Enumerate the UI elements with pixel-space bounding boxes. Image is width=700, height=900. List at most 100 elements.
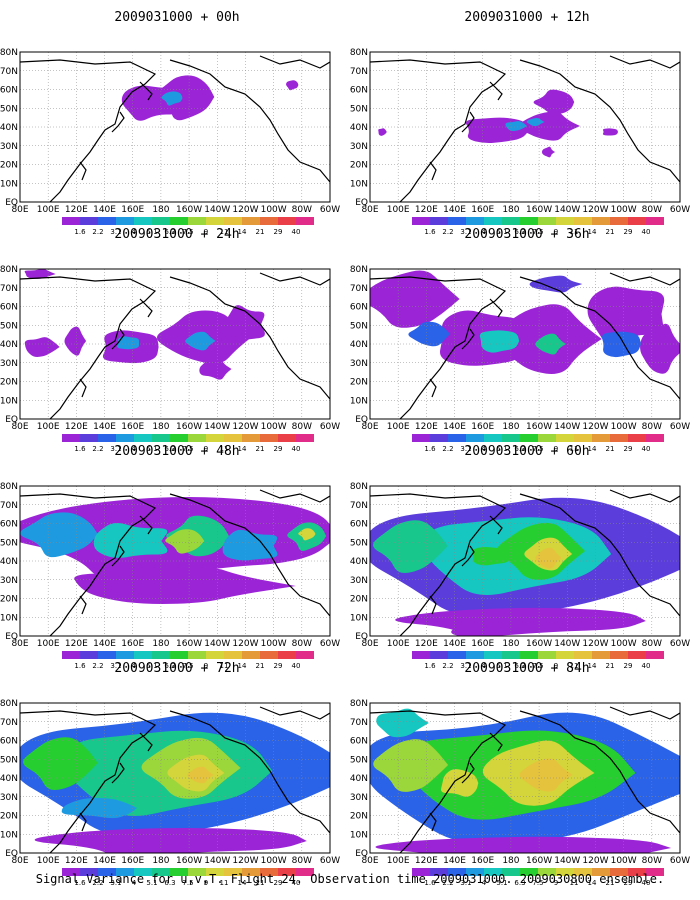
- color-legend: 1.6 2.2 3.1 4 5.1 6.3 7.5 9 11 14 21 29 40: [62, 651, 314, 670]
- gridlines: [370, 703, 680, 853]
- legend-label: 40: [642, 662, 651, 670]
- map-panel-24h: 2009031000 + 24h 80N 70N 60N 50N 40N 30N 20N 10…: [0, 227, 352, 453]
- legend-label: 6.3: [164, 445, 175, 453]
- legend-label: 40: [292, 879, 301, 887]
- legend-label: 14: [238, 879, 247, 887]
- philippines-coast: [429, 378, 437, 398]
- legend-swatch: [278, 217, 296, 225]
- map-frame: [19, 702, 331, 854]
- variance-field: [24, 269, 265, 380]
- legend-label: 5.1: [146, 228, 157, 236]
- lon-tick-label: 140E: [443, 856, 466, 866]
- map-panel-00h: 2009031000 + 00h 80N 70N 60N 50N 40N 30N 20N 10…: [0, 10, 352, 236]
- legend-swatch: [628, 868, 646, 876]
- coastlines: [20, 706, 330, 853]
- variance-field: [370, 497, 680, 636]
- arctic-islands: [259, 55, 330, 69]
- variance-region: [222, 529, 278, 561]
- lat-tick-label: 20N: [0, 812, 18, 822]
- legend-label: 14: [588, 445, 597, 453]
- legend-label: 9: [204, 879, 208, 887]
- arctic-islands: [259, 272, 330, 286]
- legend-label: 5.1: [146, 445, 157, 453]
- kamchatka-coast: [139, 732, 153, 752]
- legend-swatch: [610, 434, 628, 442]
- legend-swatch: [116, 651, 134, 659]
- legend-label: 4: [132, 879, 137, 887]
- legend-label: 21: [606, 662, 615, 670]
- legend-swatch: [188, 434, 206, 442]
- japan-coast: [111, 111, 125, 133]
- legend-label: 1.6: [74, 662, 86, 670]
- legend-swatch: [296, 651, 314, 659]
- lat-tick-label: 30N: [0, 359, 18, 369]
- lon-tick-label: 160E: [121, 856, 144, 866]
- variance-region: [165, 529, 205, 554]
- legend-swatch: [152, 217, 170, 225]
- variance-region: [185, 331, 216, 351]
- variance-field: [121, 75, 299, 121]
- variance-region: [20, 512, 98, 558]
- lat-tick-label: EQ: [5, 415, 18, 425]
- legend-swatch: [296, 868, 314, 876]
- lon-tick-label: 100W: [611, 422, 637, 432]
- legend-swatch: [466, 434, 484, 442]
- map-frame: [369, 51, 681, 203]
- japan-coast: [461, 111, 475, 133]
- kamchatka-coast: [139, 515, 153, 535]
- japan-coast: [111, 762, 125, 784]
- lon-tick-label: 80E: [361, 205, 378, 215]
- lon-tick-label: 100E: [387, 422, 410, 432]
- arctic-islands: [259, 489, 330, 503]
- legend-swatch: [520, 217, 538, 225]
- legend-swatch: [574, 434, 592, 442]
- legend-label: 3.1: [460, 662, 471, 670]
- variance-region: [24, 269, 56, 279]
- lat-tick-label: 30N: [350, 793, 368, 803]
- legend-label: 2.2: [92, 228, 103, 236]
- legend-label: 5.1: [146, 879, 157, 887]
- legend-swatch: [484, 868, 502, 876]
- lon-tick-label: 160W: [526, 422, 552, 432]
- lon-tick-label: 120E: [65, 639, 88, 649]
- legend-swatch: [574, 217, 592, 225]
- legend-swatch: [278, 651, 296, 659]
- color-legend: 1.6 2.2 3.1 4 5.1 6.3 7.5 9 11 14 21 29 40: [412, 434, 664, 453]
- map-frame: [369, 485, 681, 637]
- lon-tick-label: 140E: [93, 422, 116, 432]
- lon-tick-label: 60W: [320, 639, 340, 649]
- lat-tick-label: EQ: [5, 198, 18, 208]
- legend-label: 3.1: [460, 445, 471, 453]
- lon-tick-label: 80W: [642, 856, 662, 866]
- legend-label: 2.2: [92, 662, 103, 670]
- legend-swatch: [134, 868, 152, 876]
- lon-tick-label: 180: [152, 856, 169, 866]
- legend-swatch: [502, 434, 520, 442]
- lat-tick-label: EQ: [355, 198, 368, 208]
- legend-swatch: [296, 434, 314, 442]
- asia-coast: [20, 59, 157, 202]
- legend-swatch: [188, 868, 206, 876]
- lon-tick-label: 180: [502, 856, 519, 866]
- legend-label: 29: [624, 228, 633, 236]
- legend-label: 2.2: [92, 879, 103, 887]
- lon-tick-label: 100W: [261, 205, 287, 215]
- philippines-coast: [429, 595, 437, 615]
- variance-region: [117, 336, 139, 350]
- legend-swatch: [260, 434, 278, 442]
- legend-label: 9: [554, 228, 558, 236]
- lat-tick-label: 10N: [0, 830, 18, 840]
- lat-tick-label: 20N: [0, 378, 18, 388]
- lat-tick-label: EQ: [355, 849, 368, 859]
- map-frame: [369, 268, 681, 420]
- legend-label: 3.1: [110, 445, 121, 453]
- legend-swatch: [646, 434, 664, 442]
- kamchatka-coast: [489, 732, 503, 752]
- lat-tick-label: 80N: [0, 265, 18, 275]
- legend-swatch: [430, 217, 448, 225]
- lon-tick-label: 160W: [526, 639, 552, 649]
- legend-label: 21: [606, 445, 615, 453]
- legend-swatch: [538, 434, 556, 442]
